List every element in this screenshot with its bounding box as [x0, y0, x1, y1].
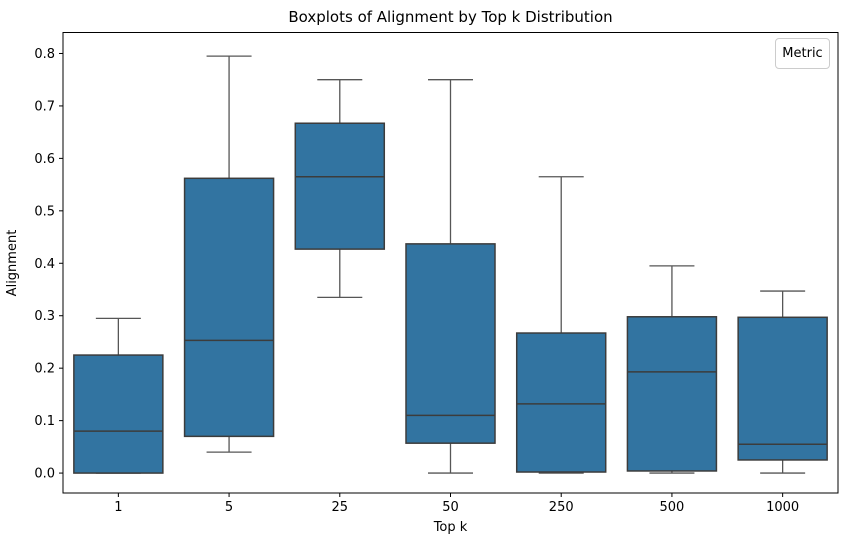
x-axis-label: Top k: [433, 520, 468, 535]
boxplot-box: [515, 332, 607, 473]
y-axis-label: Alignment: [5, 229, 20, 297]
legend-box: Metric: [775, 38, 830, 69]
y-tick-label: 0.5: [34, 204, 55, 219]
boxplot-box: [626, 316, 718, 472]
y-tick-label: 0.4: [34, 257, 55, 272]
y-tick-label: 0.0: [34, 467, 55, 482]
y-tick-label: 0.8: [34, 47, 55, 62]
x-tick-label: 50: [442, 500, 459, 515]
x-tick-label: 25: [332, 500, 349, 515]
y-tick-label: 0.1: [34, 414, 55, 429]
boxplot-box: [183, 177, 275, 438]
y-tick-label: 0.6: [34, 152, 55, 167]
legend-title: Metric: [782, 46, 823, 61]
boxplot-box: [294, 122, 386, 250]
chart-title: Boxplots of Alignment by Top k Distribut…: [288, 8, 613, 26]
x-tick-label: 500: [660, 500, 685, 515]
y-tick-label: 0.2: [34, 362, 55, 377]
boxplot-box: [737, 316, 828, 461]
x-tick-label: 1000: [766, 500, 799, 515]
y-tick-label: 0.7: [34, 99, 55, 114]
x-tick-label: 5: [225, 500, 233, 515]
boxplot-box: [405, 243, 496, 444]
boxplot-box: [73, 354, 164, 474]
x-tick-label: 250: [549, 500, 574, 515]
y-tick-label: 0.3: [34, 309, 55, 324]
x-tick-label: 1: [114, 500, 122, 515]
